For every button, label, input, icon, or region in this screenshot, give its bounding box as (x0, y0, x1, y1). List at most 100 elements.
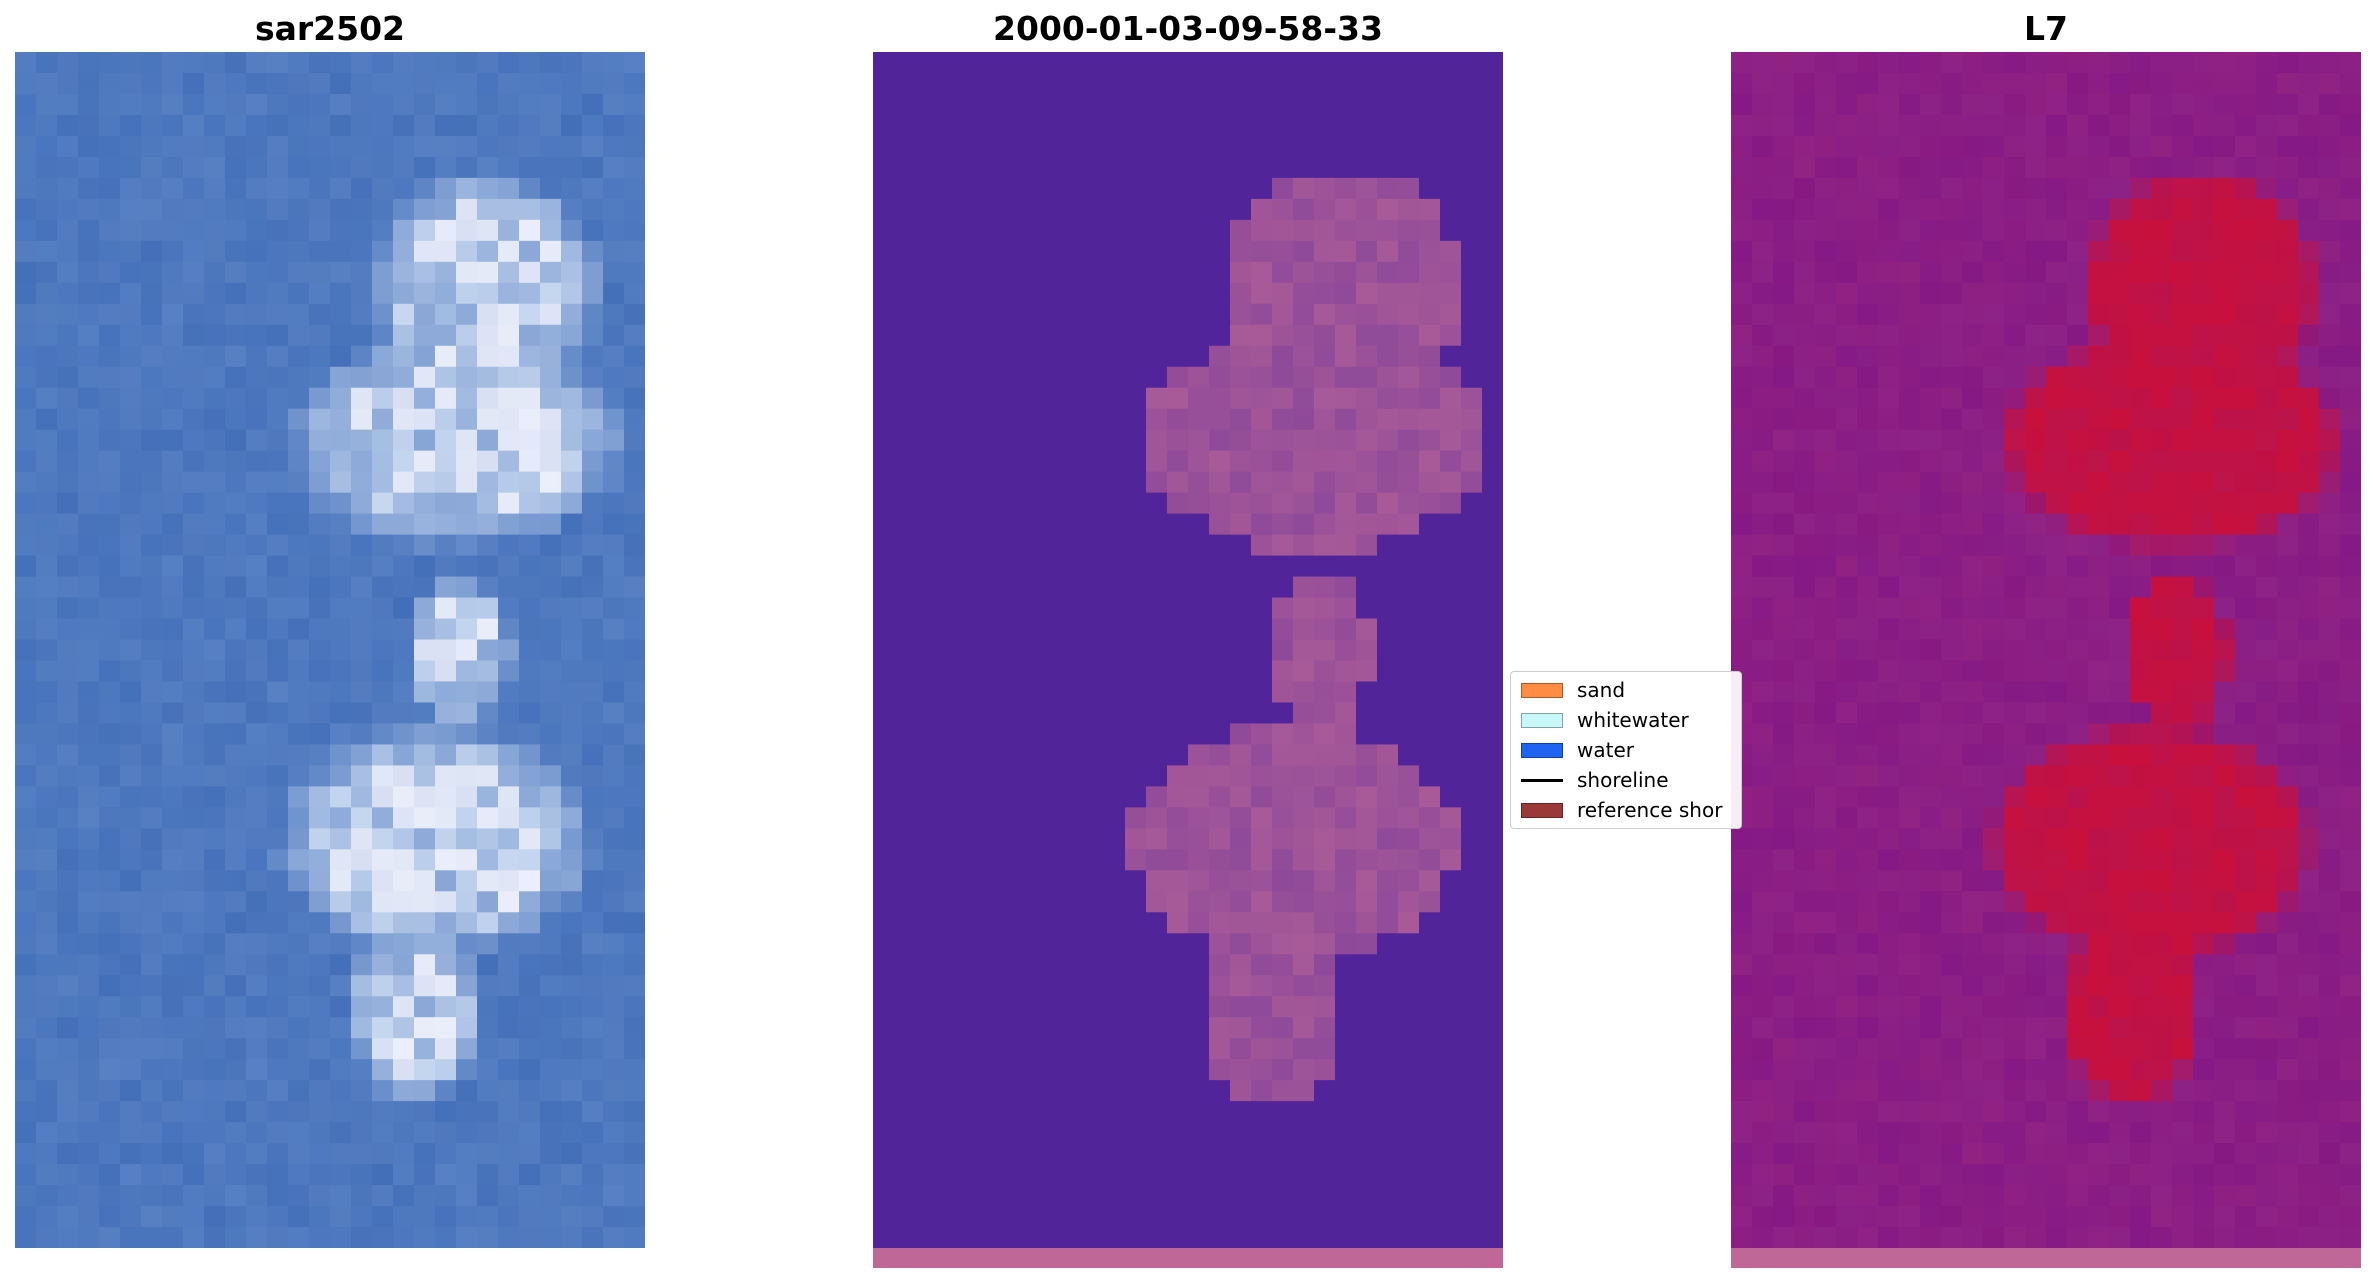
classified-pixel (1419, 52, 1441, 74)
rgb-pixel (246, 1206, 268, 1228)
classified-pixel (1461, 660, 1483, 683)
classified-pixel (1314, 1227, 1336, 1249)
rgb-pixel (36, 1122, 58, 1144)
classified-pixel (1461, 765, 1483, 787)
classified-pixel (1083, 282, 1105, 305)
index-pixel (1731, 429, 1753, 452)
index-pixel (2088, 450, 2110, 473)
rgb-pixel (162, 366, 184, 389)
classified-pixel (1356, 765, 1378, 787)
index-pixel (2151, 387, 2173, 410)
index-pixel (1794, 1059, 1816, 1081)
classified-pixel (1314, 429, 1336, 452)
rgb-pixel (57, 492, 79, 515)
index-pixel (2256, 702, 2278, 725)
index-pixel (1815, 702, 1837, 725)
index-pixel (2004, 450, 2026, 473)
index-pixel (2130, 156, 2152, 179)
rgb-pixel (624, 828, 645, 850)
rgb-pixel (141, 786, 163, 808)
rgb-pixel (183, 933, 205, 955)
classified-pixel (1062, 555, 1084, 578)
rgb-pixel (288, 1017, 310, 1039)
classified-pixel (1251, 52, 1273, 74)
rgb-pixel (204, 933, 226, 955)
classified-pixel (1482, 555, 1503, 578)
rgb-pixel (435, 303, 457, 326)
index-pixel (2340, 219, 2361, 242)
index-pixel (2088, 429, 2110, 452)
rgb-pixel (36, 1101, 58, 1123)
index-pixel (2235, 723, 2257, 746)
rgb-pixel (456, 177, 478, 200)
rgb-pixel (183, 429, 205, 452)
rgb-pixel (288, 177, 310, 200)
index-pixel (2067, 345, 2089, 368)
classified-pixel (873, 471, 895, 494)
index-pixel (2214, 492, 2236, 515)
index-pixel (2340, 765, 2361, 787)
index-pixel (1941, 324, 1963, 347)
rgb-pixel (204, 765, 226, 787)
classified-pixel (1167, 702, 1189, 725)
rgb-pixel (162, 303, 184, 326)
index-pixel (2067, 1122, 2089, 1144)
classified-pixel (1209, 219, 1231, 242)
rgb-pixel (351, 702, 373, 725)
rgb-pixel (141, 555, 163, 578)
index-pixel (1857, 681, 1879, 704)
classified-pixel (978, 765, 1000, 787)
index-pixel (2109, 891, 2131, 913)
rgb-pixel (15, 450, 37, 473)
index-pixel (1815, 828, 1837, 850)
index-pixel (1731, 492, 1753, 515)
index-pixel (1773, 492, 1795, 515)
index-pixel (2130, 723, 2152, 746)
classified-pixel (1083, 975, 1105, 997)
classified-pixel (1167, 324, 1189, 347)
index-pixel (2298, 996, 2320, 1018)
classified-pixel (873, 492, 895, 515)
classified-pixel (1461, 1143, 1483, 1165)
classified-pixel (1398, 387, 1420, 410)
rgb-pixel (78, 72, 100, 95)
classified-pixel (1104, 1101, 1126, 1123)
classified-pixel (978, 1017, 1000, 1039)
rgb-pixel (330, 303, 352, 326)
rgb-pixel (15, 366, 37, 389)
rgb-pixel (624, 1185, 645, 1207)
index-pixel (1794, 366, 1816, 389)
index-pixel (1962, 240, 1984, 263)
rgb-pixel (435, 1143, 457, 1165)
classified-pixel (1461, 429, 1483, 452)
rgb-pixel (99, 219, 121, 242)
rgb-pixel (603, 975, 625, 997)
classified-pixel (1020, 429, 1042, 452)
index-pixel (2340, 1017, 2361, 1039)
rgb-pixel (57, 513, 79, 536)
classified-pixel (1188, 1143, 1210, 1165)
rgb-pixel (603, 702, 625, 725)
index-pixel (2235, 618, 2257, 641)
index-pixel (2004, 807, 2026, 829)
classified-pixel (1209, 534, 1231, 557)
rgb-pixel (330, 408, 352, 431)
classified-pixel (1062, 93, 1084, 116)
index-pixel (1857, 660, 1879, 683)
index-pixel (2277, 450, 2299, 473)
rgb-pixel (36, 345, 58, 368)
rgb-pixel (288, 618, 310, 641)
classified-pixel (1209, 303, 1231, 326)
classified-pixel (873, 576, 895, 599)
classified-pixel (1419, 1101, 1441, 1123)
index-pixel (1752, 1143, 1774, 1165)
rgb-pixel (162, 156, 184, 179)
classified-pixel (1461, 114, 1483, 137)
index-pixel (2277, 702, 2299, 725)
rgb-pixel (183, 1101, 205, 1123)
classified-pixel (1377, 1122, 1399, 1144)
classified-pixel (1062, 492, 1084, 515)
classified-pixel (1377, 513, 1399, 536)
index-pixel (2067, 282, 2089, 305)
index-pixel (1773, 912, 1795, 934)
